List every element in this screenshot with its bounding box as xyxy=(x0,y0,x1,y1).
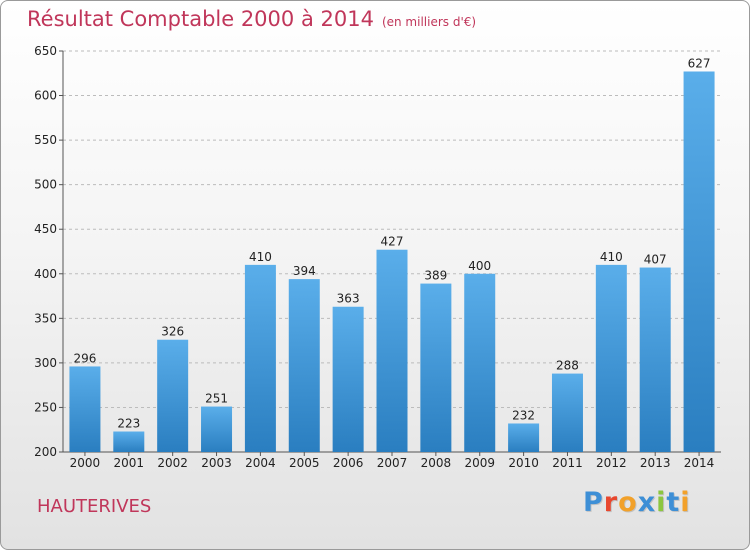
y-tick-label: 300 xyxy=(34,356,57,370)
y-tick-label: 250 xyxy=(34,400,57,414)
logo-letter: x xyxy=(637,487,657,518)
data-label: 326 xyxy=(161,325,184,339)
chart-title: Résultat Comptable 2000 à 2014 (en millie… xyxy=(27,7,476,31)
place-name: HAUTERIVES xyxy=(37,496,152,517)
x-tick-label: 2010 xyxy=(508,456,539,470)
data-label: 288 xyxy=(556,359,579,373)
x-tick-label: 2003 xyxy=(201,456,232,470)
data-label: 400 xyxy=(468,259,491,273)
bar xyxy=(244,264,276,452)
y-tick-label: 400 xyxy=(34,267,57,281)
data-label: 410 xyxy=(600,250,623,264)
y-tick-label: 600 xyxy=(34,89,57,103)
data-label: 410 xyxy=(249,250,272,264)
x-tick-label: 2005 xyxy=(289,456,320,470)
bar xyxy=(683,71,715,453)
y-tick-label: 500 xyxy=(34,178,57,192)
logo-letter: P xyxy=(583,487,604,518)
data-label: 389 xyxy=(424,269,447,283)
chart-title-main: Résultat Comptable 2000 à 2014 xyxy=(27,7,374,31)
y-tick-label: 350 xyxy=(34,311,57,325)
x-tick-label: 2007 xyxy=(377,456,408,470)
chart-subtitle: (en milliers d'€) xyxy=(381,15,477,29)
bar xyxy=(551,373,583,452)
y-tick-label: 450 xyxy=(34,222,57,236)
data-label: 232 xyxy=(512,408,535,422)
bar xyxy=(113,431,145,452)
logo-letter: t xyxy=(666,487,681,518)
bar xyxy=(157,339,189,452)
x-tick-label: 2001 xyxy=(114,456,145,470)
bar xyxy=(639,267,671,452)
data-label: 251 xyxy=(205,392,228,406)
logo-letter: i xyxy=(680,487,691,518)
logo-letter: r xyxy=(603,487,619,518)
data-label: 627 xyxy=(688,56,711,70)
y-tick-label: 650 xyxy=(34,44,57,58)
logo-letter: i xyxy=(656,487,667,518)
bar xyxy=(288,279,320,452)
x-tick-label: 2008 xyxy=(421,456,452,470)
bar xyxy=(201,406,233,452)
x-tick-label: 2009 xyxy=(464,456,495,470)
y-tick-label: 550 xyxy=(34,133,57,147)
bar xyxy=(376,249,408,452)
proxiti-logo: Proxiti xyxy=(583,487,691,518)
x-tick-label: 2013 xyxy=(640,456,671,470)
logo-letter: o xyxy=(618,487,638,518)
y-tick-label: 200 xyxy=(34,445,57,459)
x-tick-label: 2004 xyxy=(245,456,276,470)
x-tick-label: 2002 xyxy=(157,456,188,470)
bar xyxy=(464,273,496,452)
data-label: 427 xyxy=(381,235,404,249)
data-label: 223 xyxy=(117,417,140,431)
x-tick-label: 2011 xyxy=(552,456,583,470)
x-tick-label: 2000 xyxy=(70,456,101,470)
data-label: 363 xyxy=(337,292,360,306)
bar xyxy=(420,283,452,452)
data-label: 394 xyxy=(293,264,316,278)
data-label: 407 xyxy=(644,253,667,267)
x-tick-label: 2014 xyxy=(684,456,715,470)
data-label: 296 xyxy=(73,351,96,365)
bar xyxy=(69,366,101,452)
bar xyxy=(508,423,540,452)
x-tick-label: 2006 xyxy=(333,456,364,470)
bar xyxy=(595,264,627,452)
x-tick-label: 2012 xyxy=(596,456,627,470)
bar xyxy=(332,306,364,452)
